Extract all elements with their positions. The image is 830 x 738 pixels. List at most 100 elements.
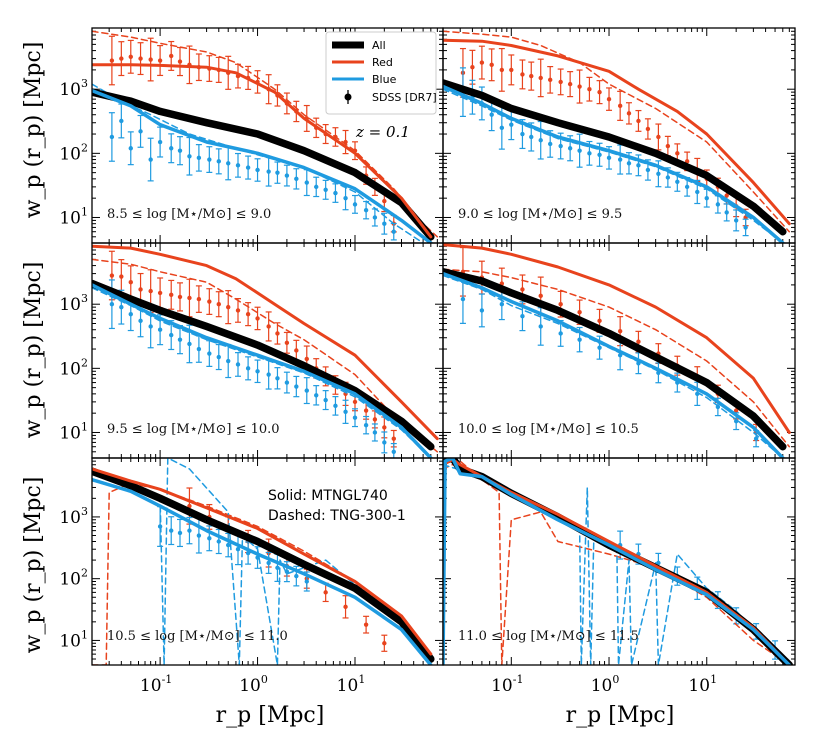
sdss_red-point — [626, 111, 632, 116]
sdss_blue-point — [567, 146, 573, 151]
sdss_red-point — [520, 287, 525, 292]
sdss_blue-point — [733, 418, 739, 424]
all-solid-line — [443, 268, 787, 451]
sdss_blue-point — [128, 146, 133, 151]
sdss_blue-point — [304, 388, 309, 393]
sdss_blue-point — [363, 207, 369, 213]
sdss_blue-point — [636, 163, 641, 168]
sdss_red-point — [138, 287, 143, 292]
legend: All Red Blue SDSS [DR7] — [325, 31, 437, 115]
y-tick-label: 102 — [59, 567, 88, 590]
sdss_blue-point — [333, 403, 338, 409]
sdss_blue-point — [148, 157, 153, 162]
sdss_red-point — [157, 290, 163, 296]
sdss_blue-point — [558, 331, 563, 336]
sdss_blue-point — [266, 560, 271, 566]
sdss_red-point — [538, 293, 543, 299]
y-tick-label: 103 — [59, 77, 88, 100]
sdss_blue-point — [391, 229, 396, 234]
x-axis-title: r_p [Mpc] — [566, 703, 675, 728]
sdss_blue-point — [245, 165, 251, 170]
sdss_blue-point — [352, 415, 358, 420]
sdss_red-point — [169, 292, 174, 298]
panel-frame — [442, 457, 796, 666]
sdss_red-point — [391, 436, 396, 441]
sdss_blue-point — [577, 337, 582, 342]
red-dashed-line — [443, 460, 791, 665]
sdss_blue-point — [169, 146, 174, 151]
sdss_blue-point — [275, 170, 280, 175]
sdss_blue-point — [207, 351, 212, 356]
sdss_blue-point — [391, 449, 396, 454]
legend-label-blue: Blue — [372, 73, 397, 86]
sdss_red-point — [470, 65, 475, 70]
y-axis-title-row2: w_p (r_p) [Mpc] — [21, 262, 46, 439]
sdss_blue-point — [284, 173, 290, 178]
sdss_red-point — [148, 288, 153, 294]
sdss_red-point — [645, 126, 651, 132]
sdss_blue-point — [372, 215, 378, 220]
all-solid-line — [92, 88, 435, 241]
sdss_blue-point — [753, 436, 759, 441]
sdss_blue-point — [284, 380, 290, 385]
sdss_red-point — [675, 151, 680, 156]
sdss_blue-point — [352, 202, 358, 207]
sdss_blue-point — [275, 376, 280, 381]
sdss_red-point — [636, 339, 641, 344]
sdss_red-point — [128, 280, 133, 285]
blue-solid-line — [92, 88, 433, 243]
sdss_blue-point — [235, 362, 241, 367]
legend-label-all: All — [372, 39, 386, 52]
sdss_blue-point — [138, 129, 143, 134]
y-tick-label: 103 — [59, 505, 88, 528]
sdss_blue-point — [675, 179, 680, 184]
sdss_red-point — [577, 84, 582, 89]
sdss_blue-point — [109, 134, 115, 140]
red-dashed-line — [443, 268, 791, 448]
sdss_blue-point — [645, 167, 651, 173]
sdss_red-point — [733, 408, 739, 413]
sdss_red-point — [157, 58, 163, 63]
sdss_blue-point — [704, 195, 709, 201]
sdss_red-point — [266, 324, 271, 329]
sdss_blue-point — [275, 565, 280, 571]
sdss_red-point — [226, 304, 231, 310]
sdss_blue-point — [216, 354, 221, 360]
red-solid-line — [92, 244, 439, 441]
sdss_red-point — [177, 59, 183, 64]
sdss_blue-point — [119, 304, 124, 310]
sdss_red-point — [509, 67, 514, 73]
sdss_red-point — [363, 622, 369, 627]
legend-label-red: Red — [372, 56, 393, 69]
sdss_blue-point — [119, 118, 124, 124]
sdss_red-point — [196, 296, 202, 302]
x-tick-label: 100 — [239, 673, 268, 696]
sdss_red-point — [382, 198, 387, 204]
sdss_red-point — [606, 96, 612, 102]
sdss_red-point — [148, 57, 153, 62]
sdss_blue-point — [294, 573, 299, 579]
x-tick-label: 101 — [688, 673, 717, 696]
y-axis-title: w_p (r_p) [Mpc] — [21, 42, 46, 219]
sdss_blue-point — [597, 152, 602, 157]
sdss_blue-point — [314, 393, 319, 398]
x-tick-label: 10-1 — [140, 673, 172, 696]
sdss_red-point — [597, 318, 602, 324]
sdss_blue-point — [235, 547, 241, 552]
all-solid-line — [92, 279, 435, 451]
sdss_red-point — [109, 273, 115, 278]
sdss_blue-point — [606, 155, 612, 161]
sdss_blue-point — [207, 157, 212, 162]
sdss_red-point — [177, 294, 183, 300]
x-tick-label: 10-1 — [491, 673, 523, 696]
plot-area — [443, 243, 791, 458]
sdss_blue-point — [196, 533, 202, 538]
all-solid-line — [92, 467, 435, 663]
panel-5: 10.5 ≤ log [M⋆/M⊙] ≤ 11.0 101 102 103 10-1 10… — [59, 457, 444, 696]
x-tick-label: 101 — [337, 673, 366, 696]
sdss_blue-point — [547, 141, 553, 147]
sdss_red-point — [138, 56, 143, 61]
all-solid-line — [443, 79, 787, 236]
sdss_blue-point — [304, 180, 309, 185]
sdss_blue-point — [684, 184, 690, 190]
